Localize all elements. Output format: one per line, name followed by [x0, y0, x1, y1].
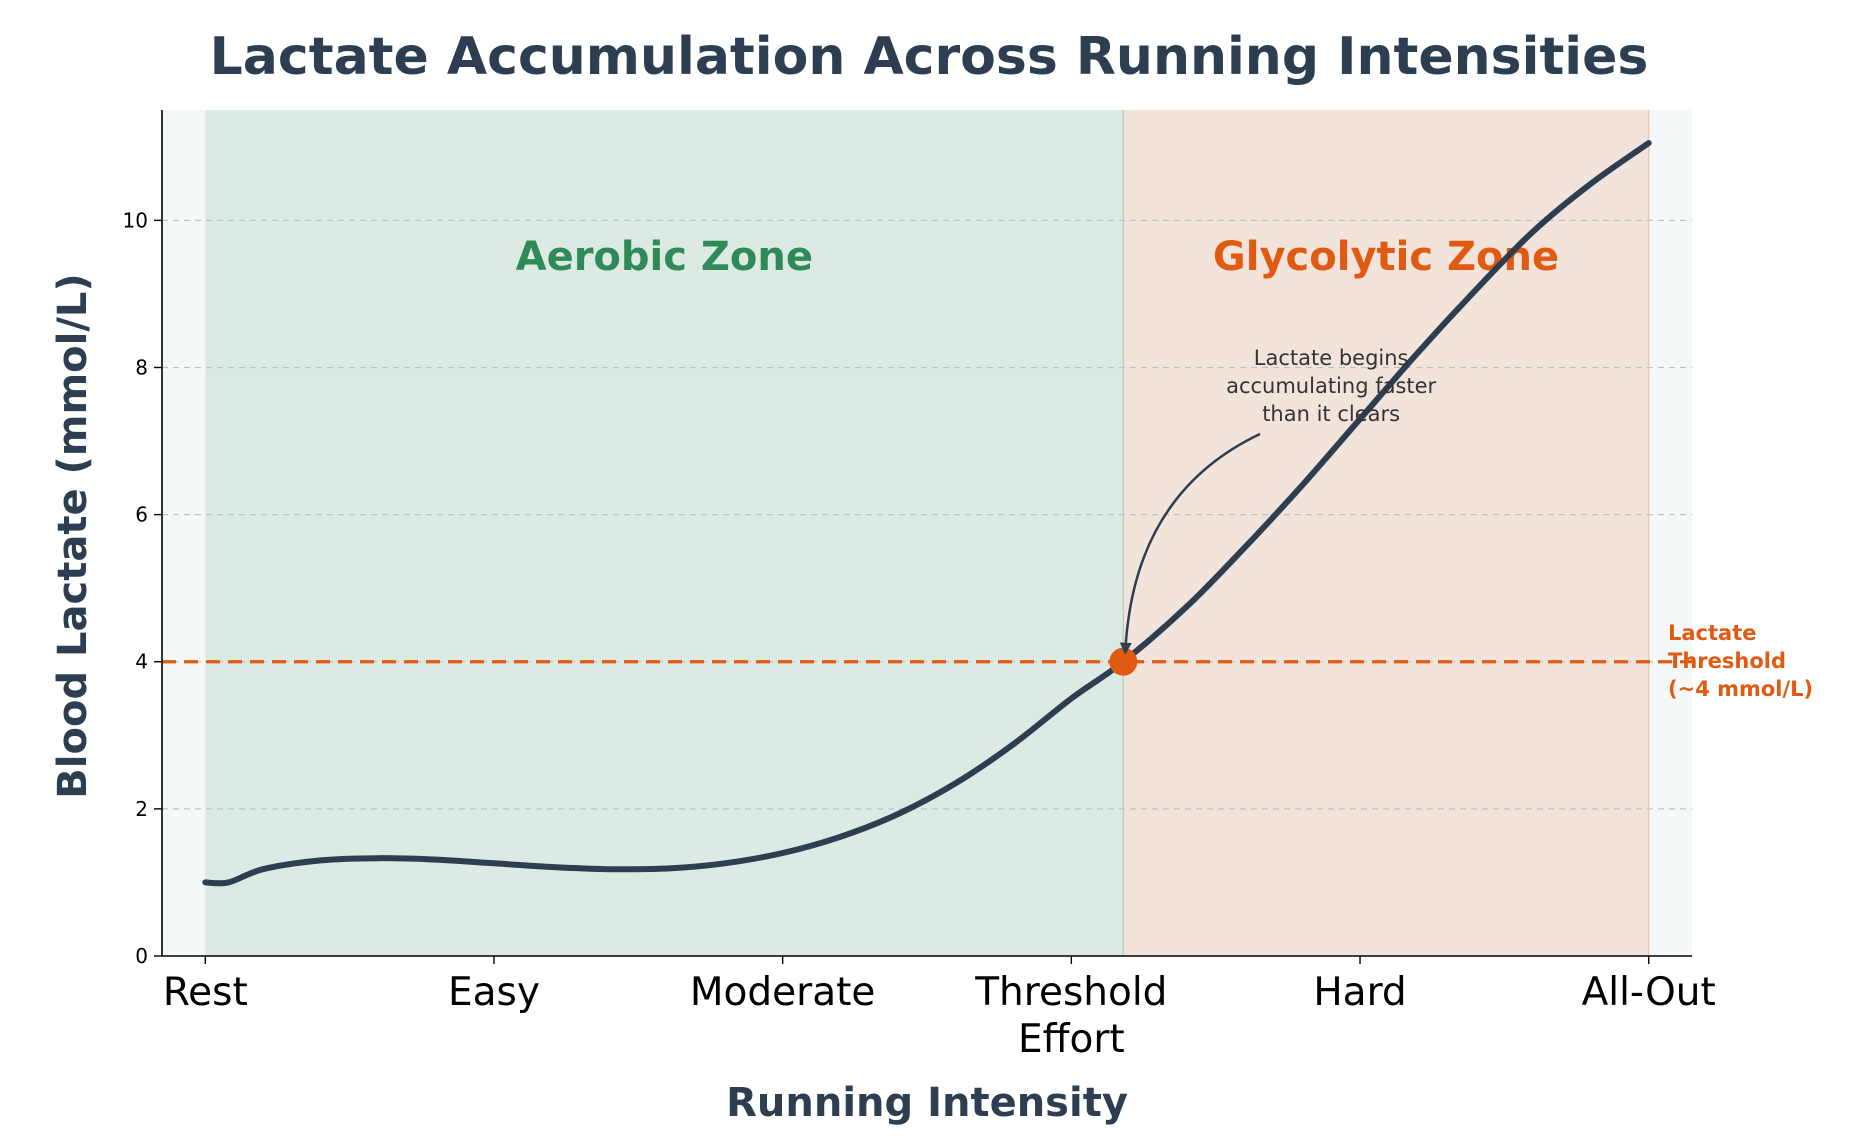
y-tick-label-4: 8: [135, 355, 148, 379]
threshold-label-line-2: (~4 mmol/L): [1668, 677, 1813, 701]
lactate-curve-0: [202, 140, 1652, 887]
y-tick-label-0: 0: [135, 944, 148, 968]
x-tick-label-3: Threshold Effort: [974, 970, 1167, 1062]
y-tick-label-1: 2: [135, 797, 148, 821]
chart-title: Lactate Accumulation Across Running Inte…: [210, 27, 1649, 87]
x-tick-label-4: Hard: [1313, 970, 1406, 1015]
y-tick-label-3: 6: [135, 503, 148, 527]
x-tick-label-1: Easy: [448, 970, 540, 1015]
x-tick-label-0: Rest: [163, 970, 248, 1015]
threshold-group: Lactate Threshold (~4 mmol/L): [162, 621, 1813, 701]
annotation-arrow: [1119, 432, 1261, 655]
x-tick-label-2: Moderate: [690, 970, 875, 1015]
x-tick-label-2-line-0: Moderate: [690, 970, 875, 1015]
x-tick-label-5-line-0: All-Out: [1582, 970, 1716, 1015]
zone-label-1: Glycolytic Zone: [1213, 234, 1559, 280]
zone-band-0: [205, 110, 1124, 956]
threshold-label-line-0: Lactate: [1668, 621, 1757, 645]
plot-area: [162, 110, 1692, 956]
y-tick-label-5: 10: [123, 208, 148, 232]
x-tick-label-3-line-0: Threshold: [974, 970, 1167, 1015]
x-tick-label-3-line-1: Effort: [1018, 1017, 1125, 1062]
annotation-line-1: accumulating faster: [1226, 374, 1436, 398]
zone-bands: Aerobic Zone Glycolytic Zone: [205, 110, 1650, 956]
plot-background: [162, 110, 1692, 956]
y-tick-label-2: 4: [135, 650, 148, 674]
zone-band-1: [1123, 110, 1649, 956]
y-axis-label: Blood Lactate (mmol/L): [50, 273, 96, 798]
x-tick-label-5: All-Out: [1582, 970, 1716, 1015]
threshold-point: [1109, 647, 1138, 676]
zone-label-0: Aerobic Zone: [516, 234, 813, 280]
annotation-line-2: than it clears: [1262, 402, 1400, 426]
x-axis-label: Running Intensity: [726, 1080, 1128, 1126]
axes-group: 0 2 4 6 8 10 Rest Easy Moderate Threshold Effort Ha…: [123, 110, 1716, 1062]
annotation-line-0: Lactate begins: [1254, 346, 1409, 370]
x-tick-label-0-line-0: Rest: [163, 970, 248, 1015]
threshold-label-line-1: Threshold: [1668, 649, 1786, 673]
annotation-group: Lactate begins accumulating faster than it…: [1119, 346, 1437, 655]
x-tick-label-1-line-0: Easy: [448, 970, 540, 1015]
x-tick-label-4-line-0: Hard: [1313, 970, 1406, 1015]
series-group: [202, 140, 1652, 887]
